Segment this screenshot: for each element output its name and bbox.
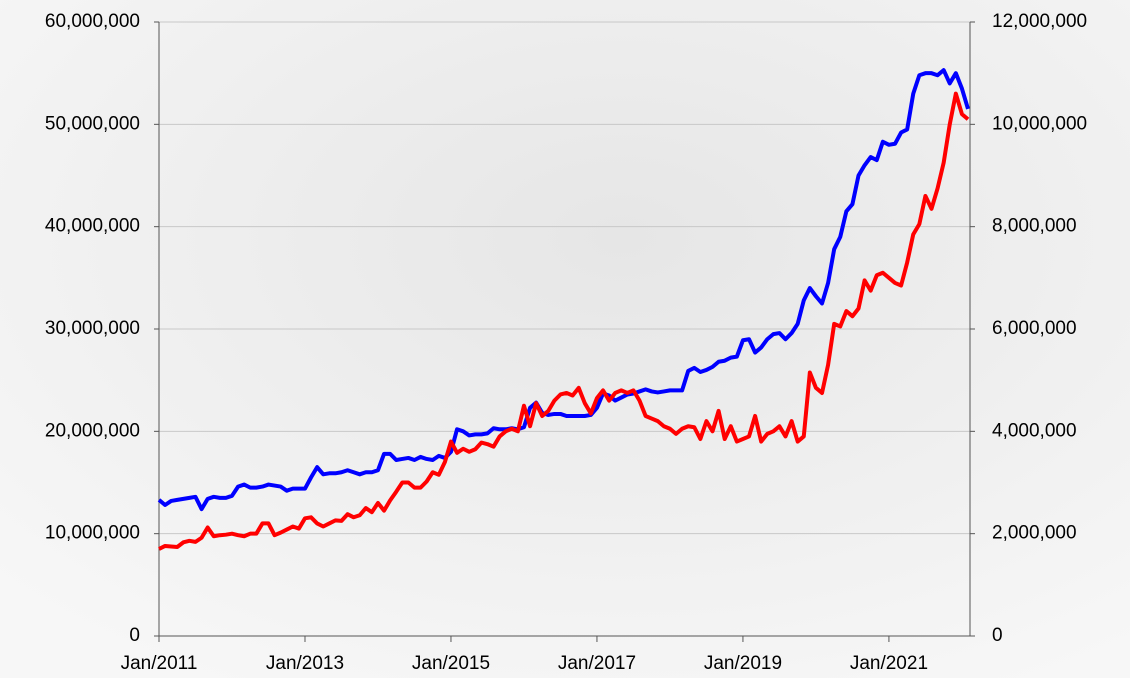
x-tick-label: Jan/2021 <box>850 653 928 674</box>
y2-tick-label: 0 <box>992 625 1003 646</box>
y-tick-label: 10,000,000 <box>45 523 140 544</box>
y-tick-label: 0 <box>129 625 140 646</box>
x-tick-label: Jan/2015 <box>412 653 490 674</box>
x-tick-label: Jan/2017 <box>558 653 636 674</box>
x-tick-label: Jan/2013 <box>266 653 344 674</box>
y-tick-label: 20,000,000 <box>45 420 140 441</box>
x-tick-label: Jan/2011 <box>121 653 198 674</box>
y-tick-label: 50,000,000 <box>45 113 140 134</box>
y2-tick-label: 12,000,000 <box>992 11 1087 32</box>
background <box>0 0 1130 678</box>
page: 0 10,000,000 20,000,000 30,000,000 40,000,00… <box>0 0 1130 678</box>
chart: 0 10,000,000 20,000,000 30,000,000 40,000,00… <box>0 0 1130 678</box>
y-tick-label: 30,000,000 <box>45 318 140 339</box>
y-tick-label: 40,000,000 <box>45 216 140 237</box>
y2-tick-label: 10,000,000 <box>992 113 1087 134</box>
y2-tick-label: 4,000,000 <box>992 420 1077 441</box>
x-tick-label: Jan/2019 <box>704 653 782 674</box>
y2-tick-label: 2,000,000 <box>992 523 1077 544</box>
y2-tick-label: 6,000,000 <box>992 318 1077 339</box>
y2-tick-label: 8,000,000 <box>992 216 1077 237</box>
y-tick-label: 60,000,000 <box>45 11 140 32</box>
